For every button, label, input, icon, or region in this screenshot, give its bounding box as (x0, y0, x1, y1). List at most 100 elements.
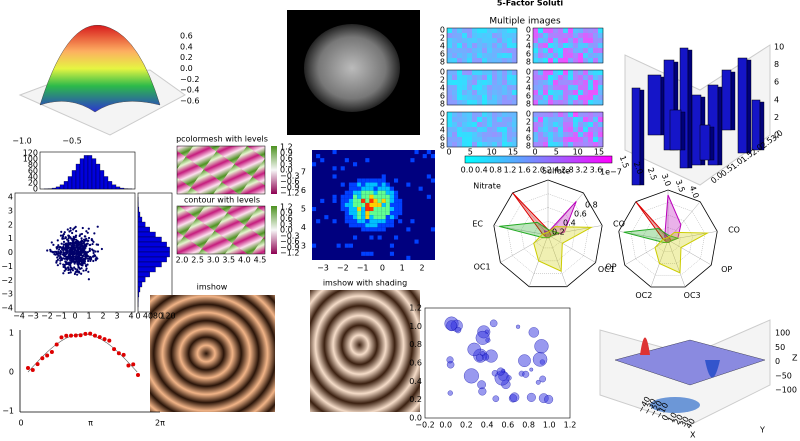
pixel (533, 33, 539, 39)
pixel (452, 100, 458, 106)
pixel (512, 122, 518, 128)
pixel (512, 75, 518, 81)
pixel (548, 70, 554, 76)
bubble (454, 326, 462, 334)
hist2d (312, 150, 435, 260)
tick-label: 3.6 (590, 166, 603, 175)
tick-label: 4.5 (254, 256, 267, 265)
tick-label: 10 (774, 43, 784, 52)
cell (430, 154, 435, 159)
pixel (512, 85, 518, 91)
point (54, 342, 59, 347)
bubble (544, 394, 554, 404)
pixel (563, 75, 569, 81)
pixel (467, 90, 473, 96)
cell (369, 202, 374, 208)
pixel (598, 137, 604, 143)
cell (414, 239, 419, 244)
tick-label: 2 (526, 34, 531, 43)
radar-label: OC1 (598, 265, 615, 274)
pixel (487, 43, 493, 49)
pixel (588, 80, 594, 86)
pixel (598, 53, 604, 59)
cell (406, 227, 411, 232)
point (82, 245, 85, 248)
pixel (538, 80, 544, 86)
cell (357, 202, 362, 208)
pixel (573, 142, 579, 148)
point (87, 236, 91, 240)
tick-label: 0 (660, 413, 670, 422)
pixel (477, 122, 483, 128)
tick-label: 0.9 (280, 148, 293, 157)
pixel (472, 122, 478, 128)
cell (385, 223, 390, 228)
pixel (482, 43, 488, 49)
pixel (568, 127, 574, 133)
tick-label: 15 (508, 148, 518, 157)
pixel (512, 95, 518, 101)
point (50, 241, 53, 244)
pixel (588, 132, 594, 138)
pixel (497, 28, 503, 34)
pixel (588, 58, 594, 64)
pixel (507, 48, 513, 54)
pixel (487, 70, 493, 76)
hist-bar (59, 184, 65, 190)
pixel (588, 127, 594, 133)
pixel (467, 127, 473, 133)
tick-label: 0 (526, 26, 531, 35)
pixel (512, 43, 518, 49)
pixel (568, 132, 574, 138)
pixel (588, 70, 594, 76)
tick-label: −4 (13, 312, 25, 321)
tick-label: 0 (526, 68, 531, 77)
radar-label: Sulfate (542, 167, 570, 176)
cell (389, 206, 394, 212)
cell (312, 243, 317, 248)
pixel (563, 28, 569, 34)
cell (385, 194, 390, 199)
pixel (447, 100, 453, 106)
bar-side (759, 101, 765, 151)
tick-label: 6 (526, 50, 531, 59)
pixel (538, 112, 544, 118)
cell (340, 202, 345, 208)
pixel (462, 85, 468, 91)
radar-label: OP (721, 265, 732, 274)
tick-label: 1.6 (518, 166, 531, 175)
point (82, 260, 86, 264)
point (86, 250, 90, 254)
tick-label: 120 (160, 312, 175, 321)
point (82, 250, 85, 253)
tick-label: 0.4 (409, 377, 422, 386)
pixel (593, 58, 599, 64)
cell (348, 211, 353, 216)
tick-label: 3.5 (222, 256, 235, 265)
hist-bar (137, 246, 170, 253)
cell (365, 158, 370, 163)
pixel (467, 142, 473, 148)
point (59, 250, 62, 253)
pixel (573, 58, 579, 64)
pixel (548, 95, 554, 101)
contour (176, 205, 266, 255)
pixel (452, 33, 458, 39)
cell (369, 190, 374, 195)
pixel (598, 28, 604, 34)
cell (332, 174, 337, 179)
pixel (553, 137, 559, 143)
pixel (548, 137, 554, 143)
pixel (548, 75, 554, 81)
hist-bar (137, 211, 141, 218)
bubble (518, 354, 531, 367)
tick-label: 2 (440, 34, 445, 43)
pixel (588, 38, 594, 44)
pixel (533, 80, 539, 86)
tick-label: 3.2 (575, 166, 588, 175)
wireframe-surface (614, 339, 766, 386)
point (69, 229, 72, 232)
pixel (462, 28, 468, 34)
cell (316, 219, 321, 224)
bubble (480, 351, 486, 357)
